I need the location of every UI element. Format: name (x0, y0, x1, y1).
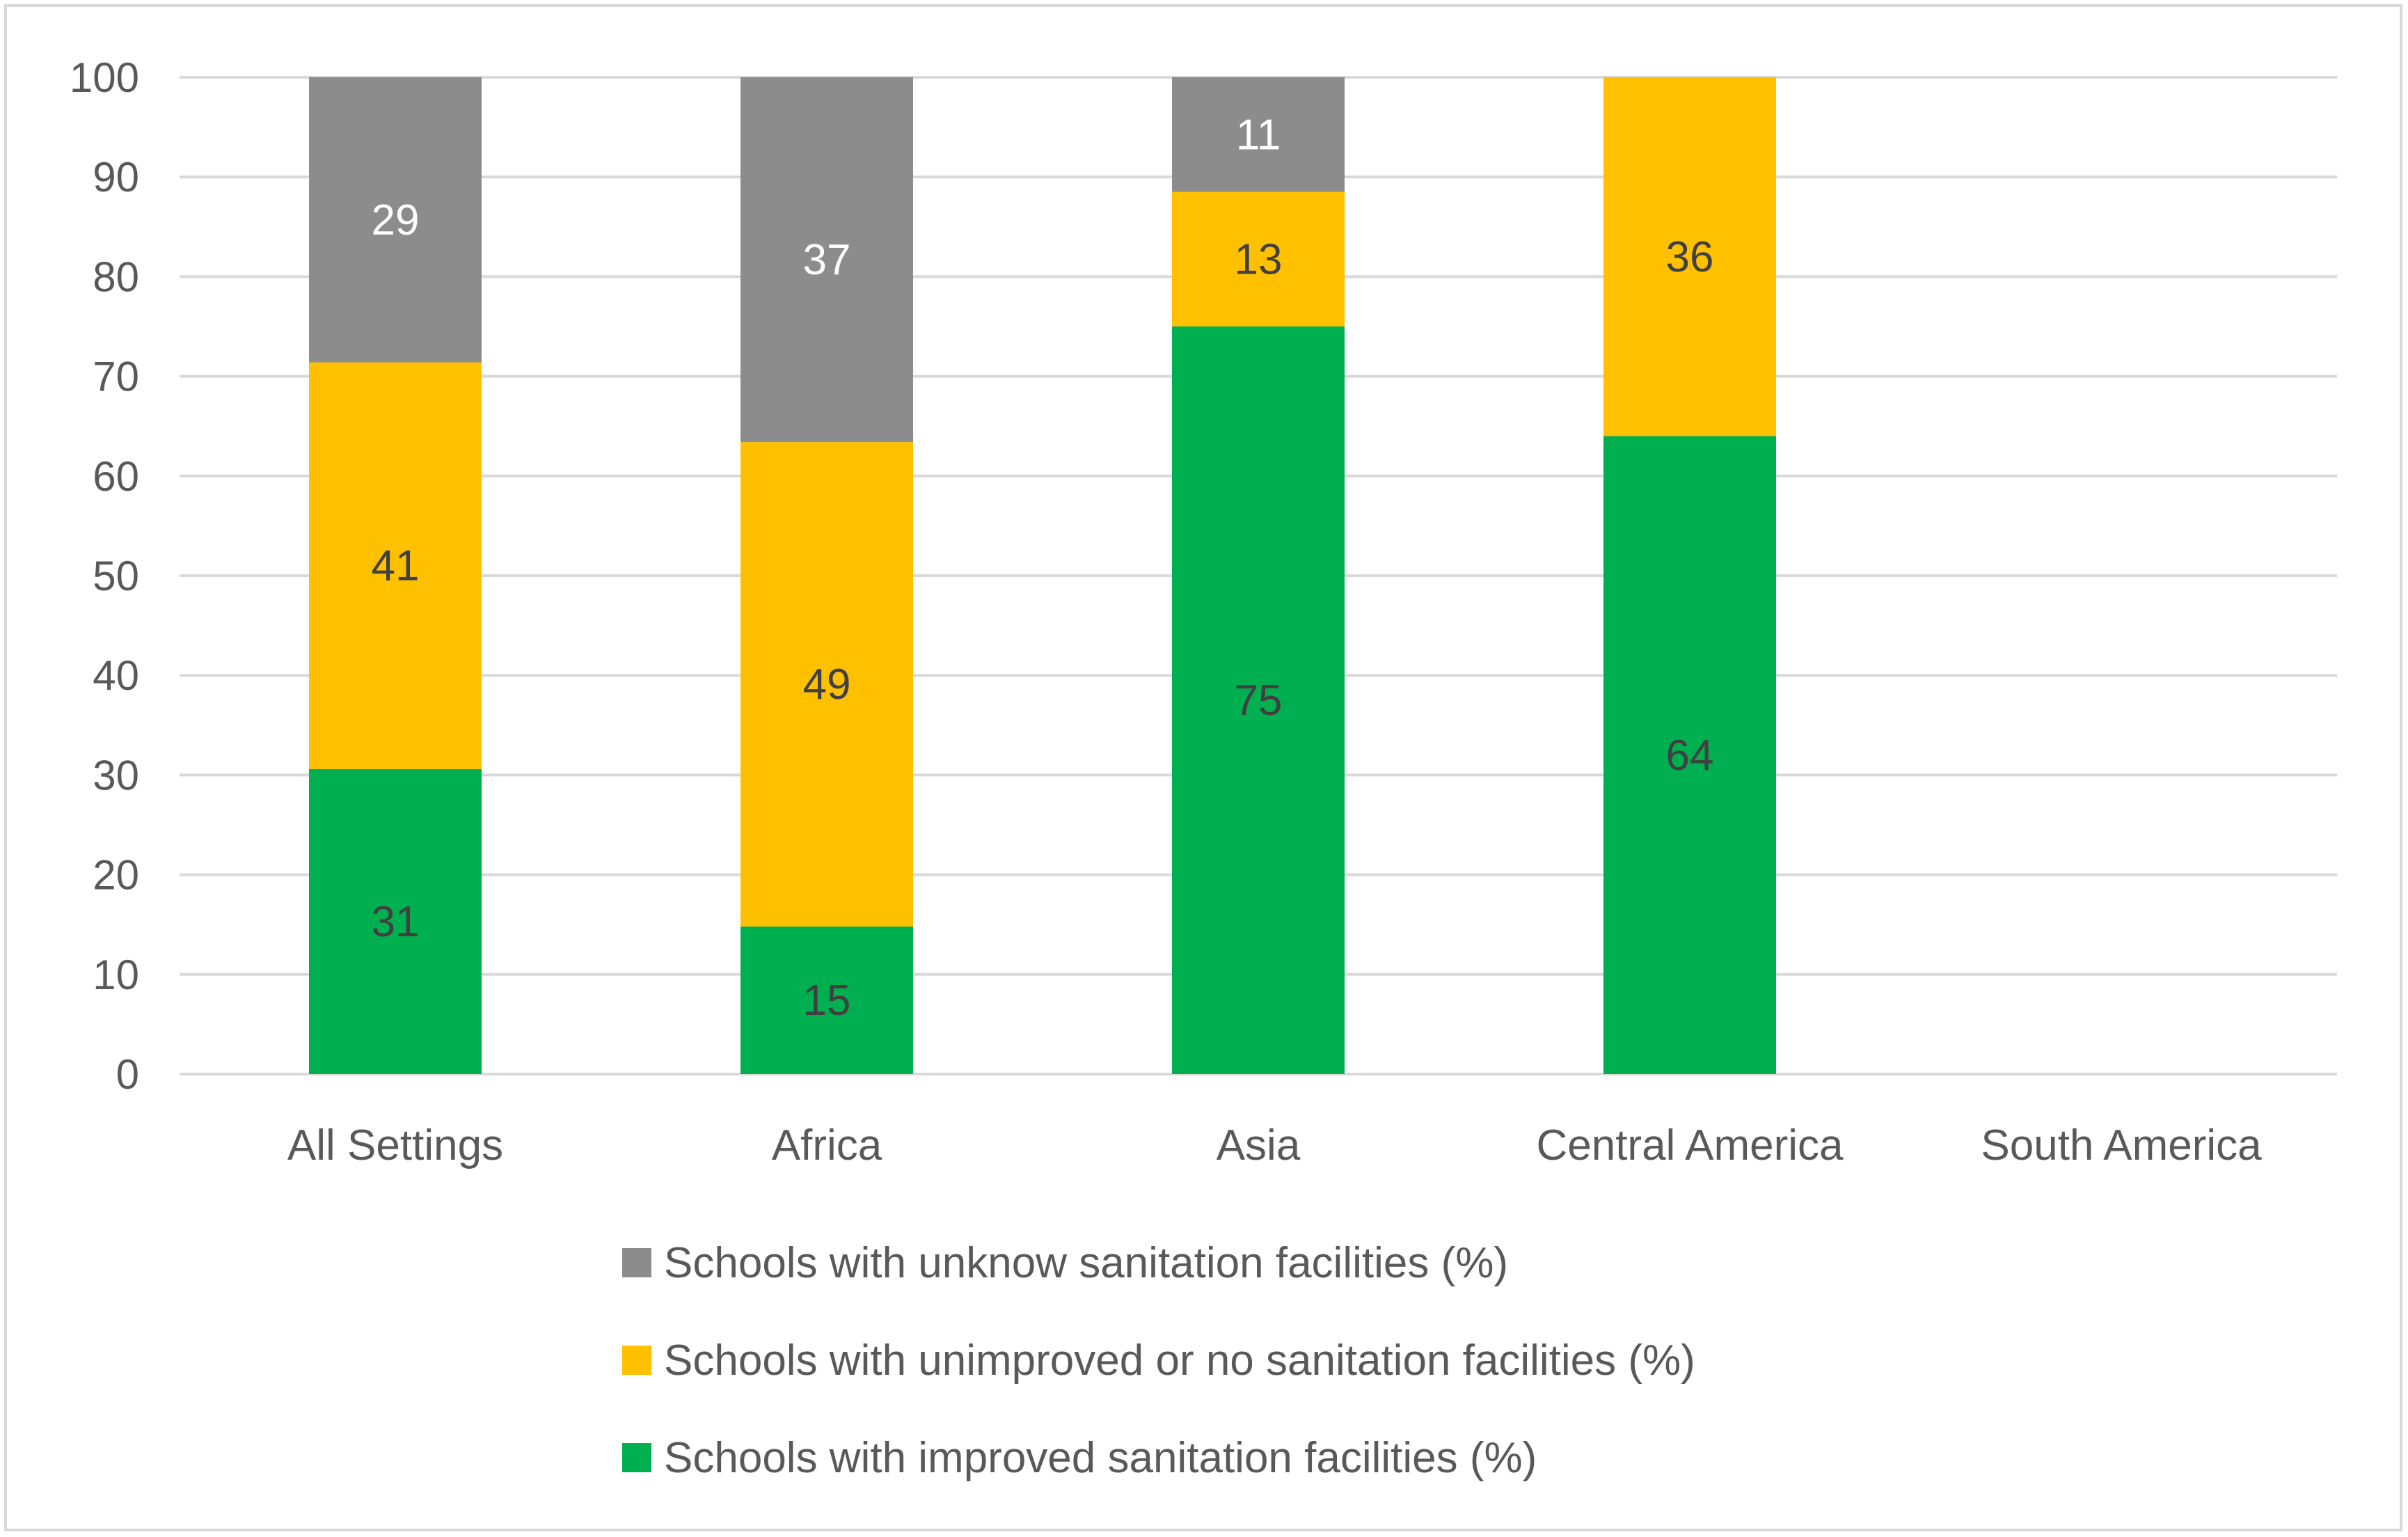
x-category-label: Asia (1217, 1121, 1301, 1169)
data-label-all-settings-series-0: 31 (372, 898, 420, 946)
bar-africa-series-0 (740, 927, 913, 1074)
x-category-label: Africa (772, 1121, 882, 1169)
bar-africa-series-1 (740, 442, 913, 927)
y-tick-label-30: 30 (93, 752, 139, 798)
y-tick-label-80: 80 (93, 253, 139, 300)
chart-frame: 0 10 20 30 40 50 60 70 80 90 100 31 41 29 All Settings… (4, 4, 2402, 1531)
bar-africa-series-2 (740, 77, 913, 443)
data-label-all-settings-series-2: 29 (372, 196, 420, 244)
data-label-africa-series-1: 49 (803, 661, 851, 709)
y-tick-label-70: 70 (93, 354, 139, 400)
bar-all-settings-series-0 (309, 768, 482, 1074)
y-tick-label-20: 20 (93, 852, 139, 899)
legend-swatch-0 (622, 1443, 651, 1472)
x-category-label: Central America (1536, 1121, 1844, 1169)
bar-asia-series-0 (1172, 326, 1345, 1074)
data-label-asia-series-2: 11 (1236, 111, 1281, 159)
data-label-all-settings-series-1: 41 (372, 542, 420, 590)
data-label-africa-series-0: 15 (803, 977, 851, 1025)
bar-all-settings-series-2 (309, 77, 482, 363)
bar-central-america-series-1 (1603, 77, 1776, 436)
bar-asia-series-2 (1172, 77, 1345, 192)
legend-label-1: Schools with unimproved or no sanitation… (664, 1337, 1695, 1385)
x-category-label: All Settings (287, 1121, 503, 1169)
data-label-central-america-series-1: 36 (1666, 233, 1714, 281)
y-tick-label-100: 100 (70, 54, 139, 101)
y-tick-label-40: 40 (93, 652, 139, 699)
legend-swatch-1 (622, 1346, 651, 1375)
bar-asia-series-1 (1172, 191, 1345, 326)
data-label-central-america-series-0: 64 (1666, 732, 1714, 780)
legend-label-2: Schools with unknow sanitation facilitie… (664, 1239, 1508, 1287)
bar-all-settings-series-1 (309, 362, 482, 769)
legend-swatch-2 (622, 1248, 651, 1277)
y-tick-label-50: 50 (93, 553, 139, 599)
data-label-africa-series-2: 37 (803, 236, 851, 284)
y-tick-label-90: 90 (93, 154, 139, 200)
bar-central-america-series-0 (1603, 436, 1776, 1074)
x-category-label: South America (1981, 1121, 2262, 1169)
data-label-asia-series-1: 13 (1235, 235, 1283, 283)
y-tick-label-0: 0 (116, 1051, 139, 1098)
legend-label-0: Schools with improved sanitation facilit… (664, 1434, 1537, 1482)
y-tick-label-10: 10 (93, 952, 139, 998)
stacked-bar-chart: 0 10 20 30 40 50 60 70 80 90 100 31 41 29 All Settings… (70, 54, 2337, 1482)
data-label-asia-series-0: 75 (1235, 677, 1283, 725)
y-tick-label-60: 60 (93, 453, 139, 500)
